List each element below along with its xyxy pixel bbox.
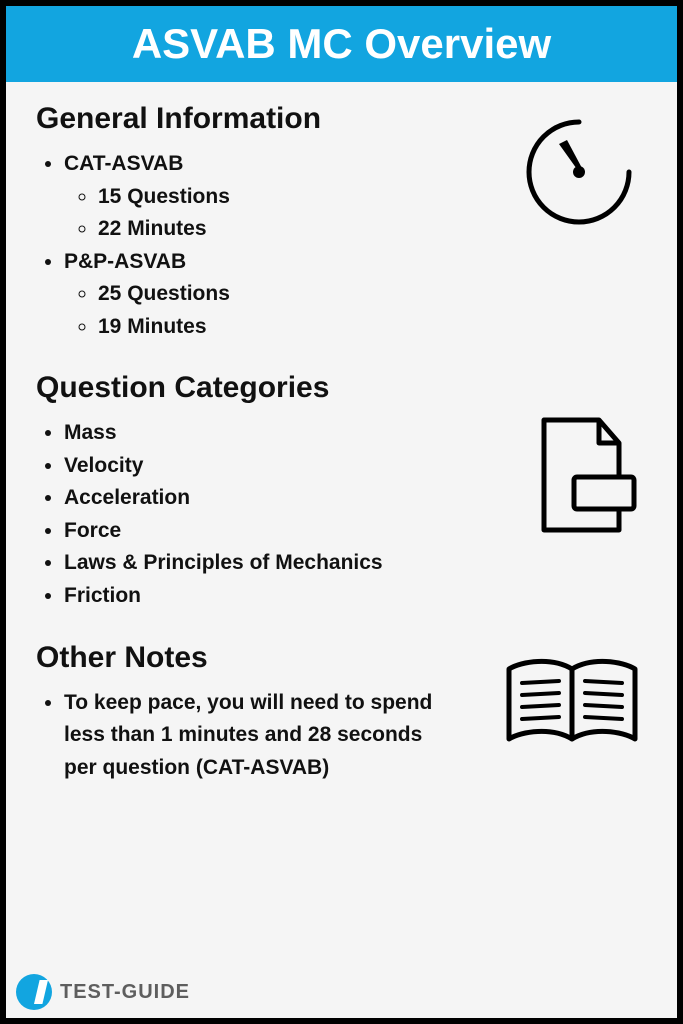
list-item: 25 Questions	[98, 278, 647, 311]
book-icon	[497, 649, 647, 759]
page-title: ASVAB MC Overview	[132, 20, 551, 67]
section-general: General Information CAT-ASVAB 15 Questio…	[36, 102, 647, 343]
timer-icon	[519, 112, 639, 232]
overview-card: ASVAB MC Overview General Information CA…	[0, 0, 683, 1024]
notes-list: To keep pace, you will need to spend les…	[36, 687, 456, 785]
logo-mark-icon	[16, 974, 52, 1010]
list-item-label: P&P-ASVAB	[64, 250, 186, 273]
list-item: Friction	[64, 580, 647, 613]
list-item: 19 Minutes	[98, 311, 647, 344]
content-area: General Information CAT-ASVAB 15 Questio…	[6, 82, 677, 1018]
document-icon	[519, 405, 639, 545]
list-item: P&P-ASVAB 25 Questions 19 Minutes	[64, 246, 647, 344]
brand-text: TEST-GUIDE	[60, 981, 190, 1004]
section-categories: Question Categories Mass Velocity Accele…	[36, 371, 647, 612]
list-item: Laws & Principles of Mechanics	[64, 547, 647, 580]
list-item: To keep pace, you will need to spend les…	[64, 687, 456, 785]
section-notes: Other Notes To keep pace, you will need …	[36, 641, 647, 785]
list-item-label: CAT-ASVAB	[64, 152, 183, 175]
categories-heading: Question Categories	[36, 371, 647, 405]
title-bar: ASVAB MC Overview	[6, 6, 677, 82]
footer-logo: TEST-GUIDE	[16, 974, 190, 1010]
